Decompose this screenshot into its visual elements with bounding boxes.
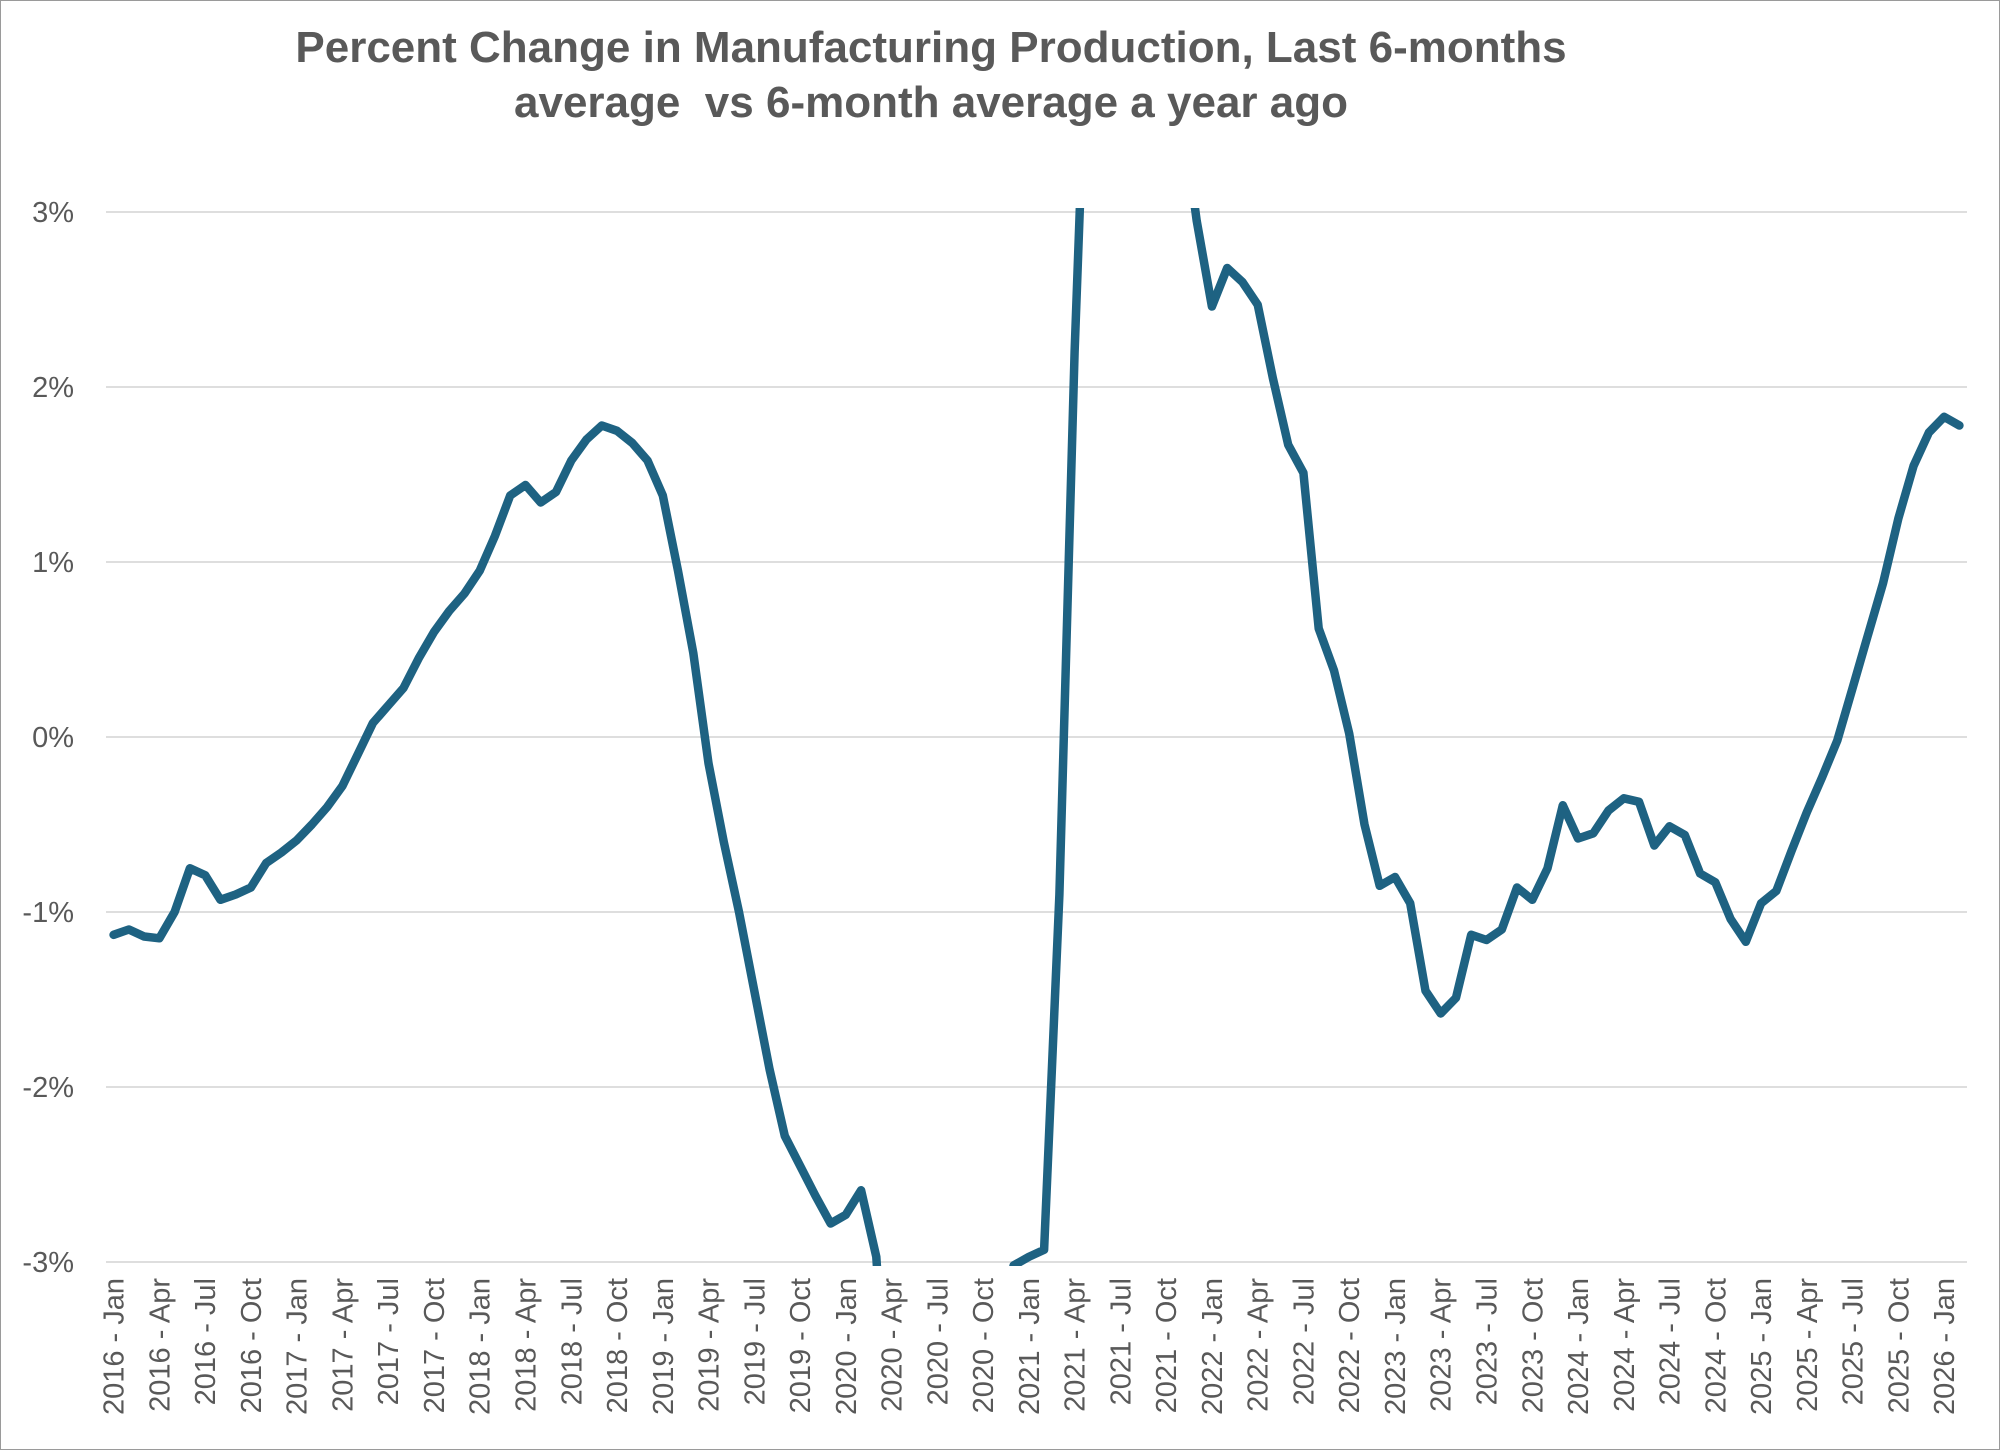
x-tick-label: 2026 - Jan xyxy=(1929,1278,1961,1415)
x-tick-label: 2019 - Jul xyxy=(739,1278,771,1405)
x-tick-label: 2022 - Jan xyxy=(1197,1278,1229,1415)
x-tick-label: 2023 - Jan xyxy=(1380,1278,1412,1415)
x-tick-label: 2017 - Jan xyxy=(282,1278,314,1415)
x-tick-label: 2024 - Apr xyxy=(1609,1278,1641,1412)
x-tick-label: 2021 - Jul xyxy=(1105,1278,1137,1405)
x-tick-label: 2025 - Jul xyxy=(1838,1278,1870,1405)
x-tick-label: 2021 - Oct xyxy=(1151,1278,1183,1413)
y-tick-label: 2% xyxy=(32,372,74,404)
x-tick-label: 2022 - Jul xyxy=(1288,1278,1320,1405)
x-tick-label: 2019 - Jan xyxy=(648,1278,680,1415)
x-tick-label: 2024 - Jul xyxy=(1655,1278,1687,1405)
x-tick-label: 2023 - Oct xyxy=(1517,1278,1549,1413)
x-tick-label: 2017 - Jul xyxy=(373,1278,405,1405)
x-tick-label: 2019 - Oct xyxy=(785,1278,817,1413)
data-series-line xyxy=(109,208,1964,1266)
x-tick-label: 2018 - Apr xyxy=(510,1278,542,1412)
x-tick-label: 2017 - Oct xyxy=(419,1278,451,1413)
x-tick-label: 2018 - Jan xyxy=(465,1278,497,1415)
y-axis-labels: 3% 2% 1% 0% -1% -2% -3% xyxy=(22,197,74,1279)
y-tick-label: 1% xyxy=(32,547,74,579)
x-tick-label: 2020 - Jul xyxy=(922,1278,954,1405)
y-tick-label: -2% xyxy=(22,1072,74,1104)
y-tick-label: -3% xyxy=(22,1247,74,1279)
x-tick-label: 2025 - Oct xyxy=(1883,1278,1915,1413)
chart-title-line1: Percent Change in Manufacturing Producti… xyxy=(295,23,1566,72)
x-tick-label: 2020 - Jan xyxy=(831,1278,863,1415)
x-tick-label: 2018 - Oct xyxy=(602,1278,634,1413)
x-tick-label: 2018 - Jul xyxy=(556,1278,588,1405)
x-tick-label: 2016 - Oct xyxy=(236,1278,268,1413)
x-tick-label: 2021 - Apr xyxy=(1060,1278,1092,1412)
x-tick-label: 2019 - Apr xyxy=(694,1278,726,1412)
y-tick-label: -1% xyxy=(22,897,74,929)
x-axis-labels: 2016 - Jan 2016 - Apr 2016 - Jul 2016 - Oct… xyxy=(99,1278,1961,1415)
x-tick-label: 2023 - Apr xyxy=(1426,1278,1458,1412)
x-tick-label: 2021 - Jan xyxy=(1014,1278,1046,1415)
x-tick-label: 2020 - Apr xyxy=(877,1278,909,1412)
x-tick-label: 2022 - Oct xyxy=(1334,1278,1366,1413)
x-tick-label: 2020 - Oct xyxy=(968,1278,1000,1413)
x-tick-label: 2022 - Apr xyxy=(1243,1278,1275,1412)
x-tick-label: 2017 - Apr xyxy=(327,1278,359,1412)
y-tick-label: 3% xyxy=(32,197,74,229)
x-tick-label: 2024 - Oct xyxy=(1700,1278,1732,1413)
x-tick-label: 2023 - Jul xyxy=(1471,1278,1503,1405)
gridlines xyxy=(106,211,1967,1263)
x-tick-label: 2025 - Apr xyxy=(1792,1278,1824,1412)
x-tick-label: 2024 - Jan xyxy=(1563,1278,1595,1415)
x-tick-label: 2016 - Apr xyxy=(144,1278,176,1412)
x-tick-label: 2025 - Jan xyxy=(1746,1278,1778,1415)
x-tick-label: 2016 - Jul xyxy=(190,1278,222,1405)
chart-title-line2: average vs 6-month average a year ago xyxy=(514,78,1348,127)
y-tick-label: 0% xyxy=(32,722,74,754)
x-tick-label: 2016 - Jan xyxy=(99,1278,131,1415)
